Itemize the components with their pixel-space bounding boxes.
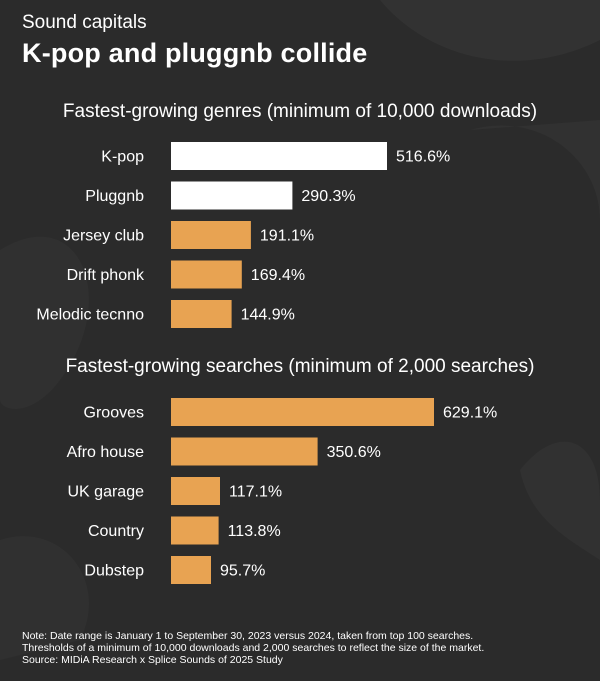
genre-category-label: Pluggnb <box>85 188 144 205</box>
search-value-label: 117.1% <box>229 484 282 501</box>
genres-chart-title: Fastest-growing genres (minimum of 10,00… <box>62 101 538 122</box>
kicker-text: Sound capitals <box>22 12 147 33</box>
genre-bar-drift-phonk <box>171 260 242 289</box>
genre-bar-pluggnb <box>171 181 293 210</box>
genre-value-label: 516.6% <box>396 149 450 166</box>
headline: K-pop and pluggnb collide <box>22 38 368 68</box>
footnote-note: Note: Date range is January 1 to Septemb… <box>22 630 474 642</box>
search-value-label: 350.6% <box>327 444 381 461</box>
genre-category-label: Drift phonk <box>67 267 145 284</box>
footnote: Note: Date range is January 1 to Septemb… <box>22 630 592 666</box>
search-category-label: Country <box>88 523 144 540</box>
search-category-label: UK garage <box>68 484 145 501</box>
search-value-label: 95.7% <box>220 563 265 580</box>
genre-value-label: 290.3% <box>301 188 355 205</box>
search-category-label: Afro house <box>67 444 144 461</box>
search-bar-grooves <box>171 398 434 426</box>
search-value-label: 629.1% <box>443 405 497 422</box>
search-bar-country <box>171 516 219 545</box>
genre-category-label: Melodic tecnno <box>36 307 144 324</box>
footnote-source: Source: MIDiA Research x Splice Sounds o… <box>22 654 283 666</box>
genre-category-label: K-pop <box>101 149 144 166</box>
search-value-label: 113.8% <box>228 523 281 540</box>
genre-value-label: 144.9% <box>241 307 295 324</box>
searches-chart-title: Fastest-growing searches (minimum of 2,0… <box>65 356 535 377</box>
footnote-thresholds: Thresholds of a minimum of 10,000 downlo… <box>22 642 485 654</box>
search-bar-dubstep <box>171 556 211 584</box>
genre-bar-jersey-club <box>171 221 251 249</box>
genre-value-label: 169.4% <box>251 267 305 284</box>
genres-bar-chart: K-pop 516.6% Pluggnb 290.3% Jersey club 191.1… <box>36 142 450 328</box>
searches-bar-chart: Grooves 629.1% Afro house 350.6% UK garage 11… <box>67 398 497 584</box>
genre-bar-melodic-tecnno <box>171 300 232 328</box>
genre-category-label: Jersey club <box>63 228 144 245</box>
search-bar-afro-house <box>171 437 318 466</box>
search-bar-uk-garage <box>171 477 220 505</box>
genre-value-label: 191.1% <box>260 228 314 245</box>
search-category-label: Grooves <box>84 405 144 422</box>
search-category-label: Dubstep <box>84 563 144 580</box>
genre-bar-k-pop <box>171 142 387 170</box>
